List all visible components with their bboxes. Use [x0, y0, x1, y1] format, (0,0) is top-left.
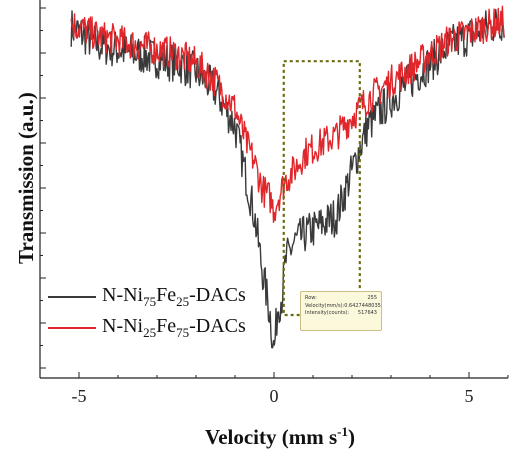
legend-lines	[48, 296, 96, 329]
data-tooltip: Row: 255 Velocity(mm/s): 0.6427448035 Inte…	[300, 291, 382, 331]
tooltip-row: Velocity(mm/s): 0.6427448035	[305, 302, 381, 309]
plot-frame	[39, 0, 508, 379]
legend-entry-ni75fe25: N-Ni75Fe25-DACs	[102, 284, 246, 309]
y-axis-label: Transmission (a.u.)	[14, 92, 38, 264]
x-tick-label: 5	[464, 386, 474, 406]
legend-entry-ni25fe75: N-Ni25Fe75-DACs	[102, 315, 246, 340]
x-tick-label: -5	[71, 386, 87, 406]
series-line-ni25fe75	[70, 5, 505, 223]
tooltip-row: Intensity(counts): 517643	[305, 310, 377, 316]
x-tick-label: 0	[269, 386, 279, 406]
series-layer	[70, 5, 505, 349]
tooltip-row: Row: 255	[305, 295, 377, 301]
x-axis-label: Velocity (mm s-1)	[204, 424, 356, 449]
